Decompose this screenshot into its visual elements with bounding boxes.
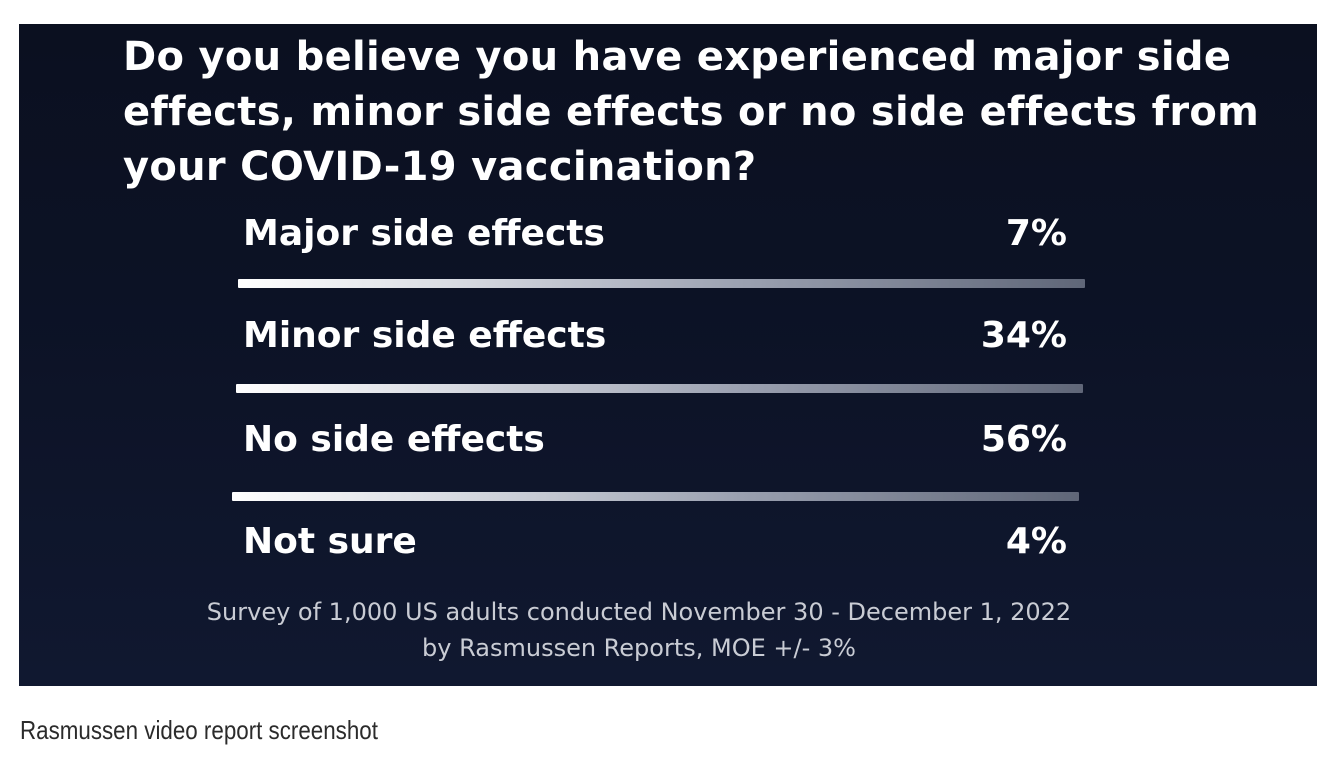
row-divider <box>238 279 1085 288</box>
footnote-line-2: by Rasmussen Reports, MOE +/- 3% <box>422 634 856 662</box>
footnote-line-1: Survey of 1,000 US adults conducted Nove… <box>206 598 1072 626</box>
row-label-major: Major side effects <box>243 213 605 254</box>
row-label-minor: Minor side effects <box>243 315 607 356</box>
row-value-not-sure: 4% <box>1005 521 1067 562</box>
row-divider <box>232 492 1079 501</box>
image-caption: Rasmussen video report screenshot <box>20 715 378 745</box>
row-value-none: 56% <box>980 419 1067 460</box>
chart-panel: Do you believe you have experienced majo… <box>19 24 1317 686</box>
row-label-not-sure: Not sure <box>243 521 417 562</box>
chart-title: Do you believe you have experienced majo… <box>123 34 1260 190</box>
row-value-major: 7% <box>1005 213 1067 254</box>
row-divider <box>236 384 1083 393</box>
row-label-none: No side effects <box>243 419 545 460</box>
row-value-minor: 34% <box>980 315 1067 356</box>
